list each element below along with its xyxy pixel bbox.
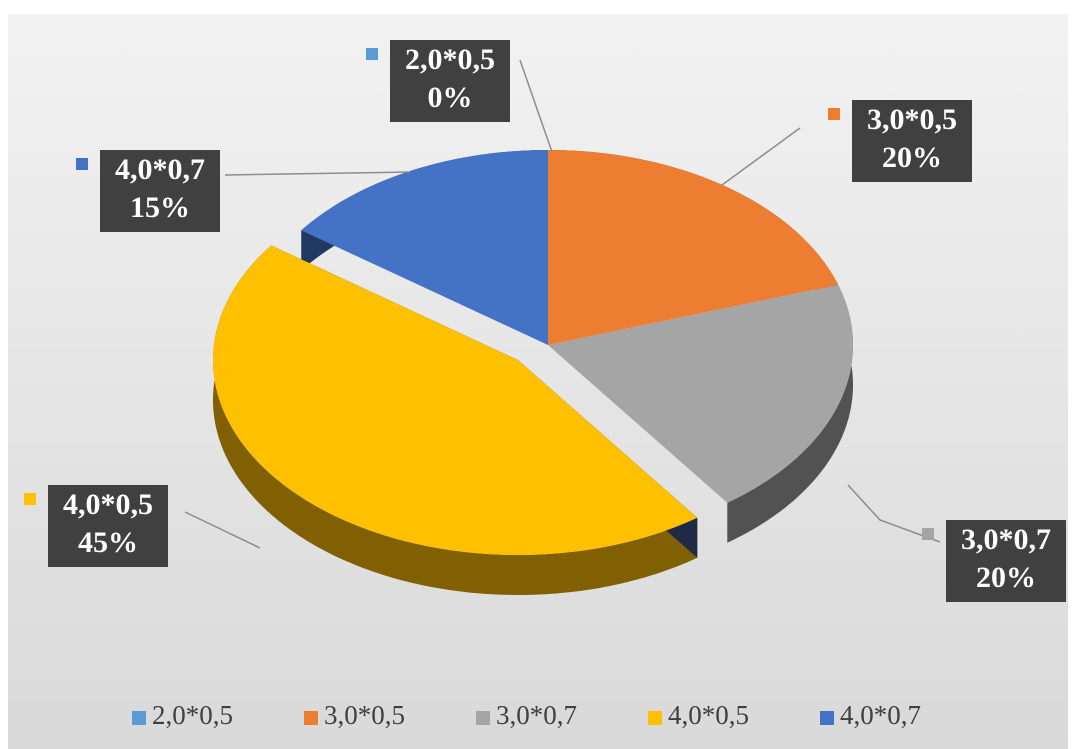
data-label-box bbox=[48, 485, 168, 567]
data-label-box bbox=[390, 40, 510, 122]
legend-swatch bbox=[820, 711, 834, 725]
leader-line bbox=[224, 171, 411, 176]
leader-line bbox=[184, 511, 261, 549]
data-label-value: 15% bbox=[130, 191, 190, 224]
legend-swatch bbox=[476, 711, 490, 725]
data-label-name: 4,0*0,7 bbox=[115, 153, 205, 186]
legend-label: 2,0*0,5 bbox=[152, 700, 233, 730]
data-label-key bbox=[828, 108, 840, 120]
leader-line bbox=[721, 127, 801, 186]
pie-slice bbox=[301, 150, 548, 345]
data-label-name: 3,0*0,7 bbox=[961, 523, 1051, 556]
legend-label: 3,0*0,7 bbox=[496, 700, 577, 730]
data-label-key bbox=[922, 528, 934, 540]
legend-swatch bbox=[648, 711, 662, 725]
pie-slice bbox=[213, 245, 698, 555]
leader-line bbox=[847, 484, 941, 543]
legend-swatch bbox=[304, 711, 318, 725]
legend-label: 4,0*0,7 bbox=[840, 700, 921, 730]
pie-slice bbox=[548, 284, 853, 503]
data-label-value: 20% bbox=[976, 561, 1036, 594]
data-label-value: 20% bbox=[882, 141, 942, 174]
leader-line bbox=[519, 59, 553, 153]
data-label-value: 0% bbox=[428, 81, 473, 114]
data-label-box bbox=[946, 520, 1066, 602]
pie-slice bbox=[548, 150, 839, 345]
data-label-name: 2,0*0,5 bbox=[405, 43, 495, 76]
data-label-key bbox=[76, 158, 88, 170]
data-label-name: 3,0*0,5 bbox=[867, 103, 957, 136]
data-label-key bbox=[366, 48, 378, 60]
legend-label: 4,0*0,5 bbox=[668, 700, 749, 730]
legend-label: 3,0*0,5 bbox=[324, 700, 405, 730]
data-label-name: 4,0*0,5 bbox=[63, 488, 153, 521]
data-label-key bbox=[24, 493, 36, 505]
data-label-box bbox=[100, 150, 220, 232]
data-label-value: 45% bbox=[78, 526, 138, 559]
legend-swatch bbox=[132, 711, 146, 725]
data-label-box bbox=[852, 100, 972, 182]
